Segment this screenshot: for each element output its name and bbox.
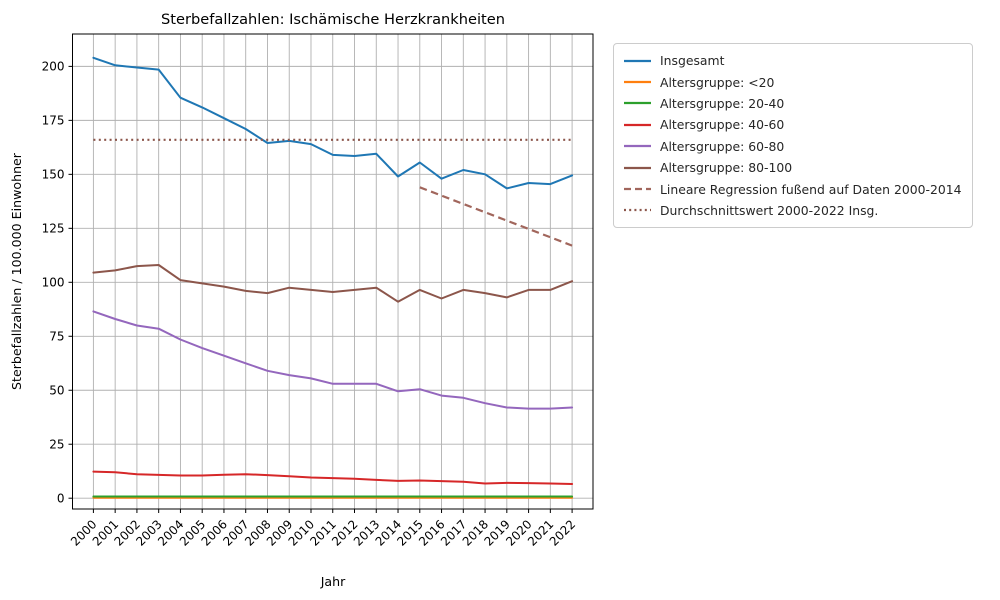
legend-line-sample [624, 145, 651, 148]
chart-title: Sterbefallzahlen: Ischämische Herzkrankh… [161, 11, 505, 28]
legend-entry-label: Altersgruppe: 20-40 [660, 95, 785, 111]
y-tick-label: 75 [49, 329, 64, 343]
y-tick-label: 200 [42, 60, 65, 74]
legend-entry-label: Altersgruppe: 80-100 [660, 160, 793, 176]
legend-line-sample [624, 59, 651, 62]
legend-entry: Insgesamt [623, 50, 962, 71]
series-line-lineare-regression-fu-end-auf-daten-2000-2014 [419, 186, 573, 247]
x-axis-label: Jahr [320, 574, 346, 589]
legend-entry: Altersgruppe: 80-100 [623, 157, 962, 178]
legend-entry-label: Insgesamt [660, 53, 725, 69]
y-tick-label: 175 [42, 114, 65, 128]
grid-layer [72, 34, 593, 509]
legend-line-sample [624, 209, 651, 212]
series-layer [92, 56, 574, 499]
legend-entry: Altersgruppe: <20 [623, 71, 962, 92]
legend-line-sample [624, 166, 651, 169]
y-tick-label: 25 [49, 437, 64, 451]
legend-entry-label: Lineare Regression fußend auf Daten 2000… [660, 181, 962, 197]
series-line-altersgruppe-40-60 [92, 470, 574, 485]
legend-entry: Durchschnittswert 2000-2022 Insg. [623, 200, 962, 221]
legend-entry-label: Altersgruppe: <20 [660, 74, 775, 90]
series-line-altersgruppe-60-80 [92, 310, 574, 410]
series-line-insgesamt [92, 56, 574, 190]
legend-entry: Altersgruppe: 60-80 [623, 136, 962, 157]
legend-entry-label: Altersgruppe: 40-60 [660, 117, 785, 133]
y-tick-label: 150 [42, 168, 65, 182]
x-tick-label: 2022 [547, 517, 578, 548]
y-tick-label: 100 [42, 275, 65, 289]
y-tick-label: 125 [42, 222, 65, 236]
y-tick-label: 0 [57, 491, 65, 505]
legend-entry-label: Altersgruppe: 60-80 [660, 138, 785, 154]
legend-entry-label: Durchschnittswert 2000-2022 Insg. [660, 202, 879, 218]
y-axis-label: Sterbefallzahlen / 100.000 Einwohner [9, 152, 24, 390]
y-tick-label: 50 [49, 383, 64, 397]
legend-entry: Altersgruppe: 20-40 [623, 93, 962, 114]
legend-line-sample [624, 187, 651, 191]
legend-line-sample [624, 80, 651, 84]
legend-entry: Altersgruppe: 40-60 [623, 114, 962, 135]
legend-line-sample [624, 102, 651, 105]
legend-line-sample [624, 123, 651, 126]
legend-entry: Lineare Regression fußend auf Daten 2000… [623, 178, 962, 199]
series-line-altersgruppe-80-100 [92, 264, 574, 303]
legend: Insgesamt Altersgruppe: <20 Altersgruppe: … [613, 43, 973, 229]
